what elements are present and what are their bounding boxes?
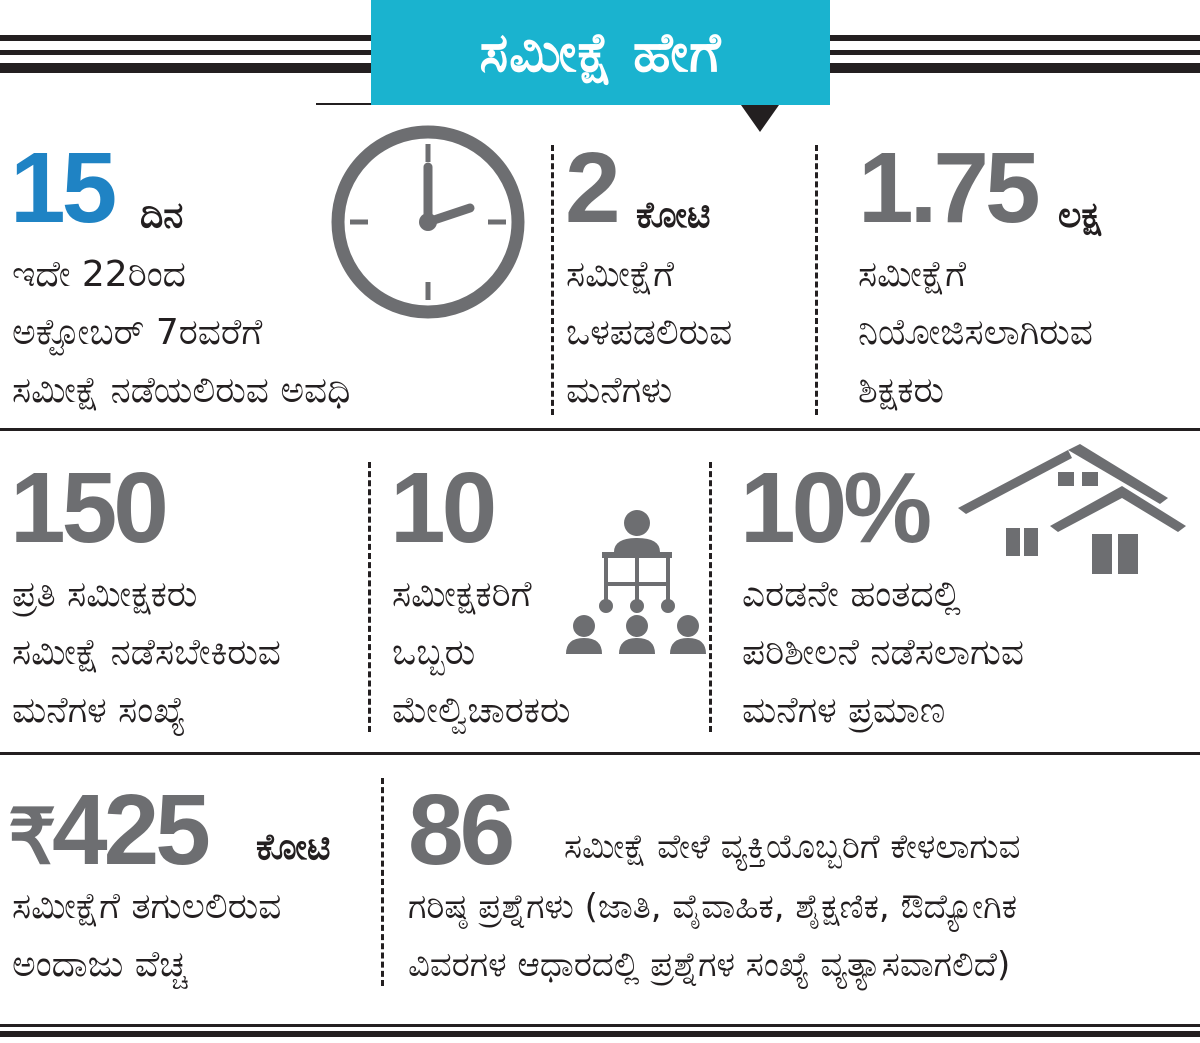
stat-description: ಗರಿಷ್ಠ ಪ್ರಶ್ನೆಗಳು (ಜಾತಿ, ವೈವಾಹಿಕ, ಶೈಕ್ಷಣ…	[408, 878, 1017, 994]
header-pointer	[741, 105, 779, 132]
desc-line: ಅಕ್ಟೋಬರ್ 7ರವರೆಗೆ	[12, 312, 263, 353]
desc-line: ಅಂದಾಜು ವೆಚ್ಚ	[12, 944, 188, 985]
desc-line: ಸಮೀಕ್ಷೆಗೆ	[566, 254, 675, 295]
page-title: ಸಮೀಕ್ಷೆ ಹೇಗೆ	[479, 20, 722, 84]
desc-line: ಮನೆಗಳು	[566, 370, 673, 411]
column-divider	[815, 145, 818, 415]
desc-line: ಪರಿಶೀಲನೆ ನಡೆಸಲಾಗುವ	[742, 632, 1024, 673]
desc-line: ಒಳಪಡಲಿರುವ	[566, 312, 733, 353]
desc-line: ವಿವರಗಳ ಆಧಾರದಲ್ಲಿ ಪ್ರಶ್ನೆಗಳ ಸಂಖ್ಯೆ ವ್ಯತ್ಯ…	[408, 945, 1011, 985]
stat-number: 86	[408, 774, 515, 886]
footer-rule	[0, 1031, 1200, 1037]
desc-line: ಇದೇ 22ರಿಂದ	[12, 254, 186, 295]
stat-description: ಪ್ರತಿ ಸಮೀಕ್ಷಕರು ಸಮೀಕ್ಷೆ ನಡೆಸಬೇಕಿರುವ ಮನೆಗ…	[12, 566, 281, 740]
desc-line: ಸಮೀಕ್ಷೆಗೆ ತಗುಲಲಿರುವ	[12, 886, 282, 927]
stat-description: ಸಮೀಕ್ಷೆಗೆ ಒಳಪಡಲಿರುವ ಮನೆಗಳು	[566, 246, 732, 420]
column-divider	[381, 778, 384, 986]
clock-icon	[331, 125, 525, 319]
header-title-box: ಸಮೀಕ್ಷೆ ಹೇಗೆ	[371, 0, 830, 105]
stat-description: ಇದೇ 22ರಿಂದ ಅಕ್ಟೋಬರ್ 7ರವರೆಗೆ ಸಮೀಕ್ಷೆ ನಡೆಯ…	[12, 246, 350, 420]
stat-description: ಸಮೀಕ್ಷಕರಿಗೆ ಒಬ್ಬರು ಮೇಲ್ವಿಚಾರಕರು	[392, 566, 570, 740]
desc-line: ಮನೆಗಳ ಸಂಖ್ಯೆ	[12, 690, 186, 731]
stat-description-first: ಸಮೀಕ್ಷೆ ವೇಳೆ ವ್ಯಕ್ತಿಯೊಬ್ಬರಿಗೆ ಕೇಳಲಾಗುವ	[564, 827, 1021, 867]
desc-line: ಮನೆಗಳ ಪ್ರಮಾಣ	[742, 690, 946, 731]
stat-unit: ಲಕ್ಷ	[1058, 195, 1101, 236]
stat-number: 10	[390, 452, 497, 564]
column-divider	[551, 145, 554, 415]
stat-description: ಸಮೀಕ್ಷೆಗೆ ನಿಯೋಜಿಸಲಾಗಿರುವ ಶಿಕ್ಷಕರು	[858, 246, 1093, 420]
desc-line: ಸಮೀಕ್ಷೆ ನಡೆಯಲಿರುವ ಅವಧಿ	[12, 370, 351, 411]
desc-line: ಗರಿಷ್ಠ ಪ್ರಶ್ನೆಗಳು (ಜಾತಿ, ವೈವಾಹಿಕ, ಶೈಕ್ಷಣ…	[408, 887, 1018, 927]
stat-number: 150	[10, 452, 169, 564]
column-divider	[709, 462, 712, 732]
stat-number: 10%	[740, 452, 932, 564]
stat-number: 425	[52, 774, 211, 886]
footer-rule	[0, 1024, 1200, 1027]
stat-description: ಎರಡನೇ ಹಂತದಲ್ಲಿ ಪರಿಶೀಲನೆ ನಡೆಸಲಾಗುವ ಮನೆಗಳ …	[742, 566, 1024, 740]
stat-unit: ಕೋಟಿ	[636, 195, 711, 236]
desc-line: ಮೇಲ್ವಿಚಾರಕರು	[392, 690, 571, 731]
desc-line: ಸಮೀಕ್ಷೆಗೆ	[858, 254, 967, 295]
stat-unit: ಕೋಟಿ	[256, 827, 331, 868]
row-divider	[0, 752, 1200, 755]
desc-line: ಸಮೀಕ್ಷೆ ನಡೆಸಬೇಕಿರುವ	[12, 632, 281, 673]
team-hierarchy-icon	[566, 510, 706, 654]
desc-line: ಪ್ರತಿ ಸಮೀಕ್ಷಕರು	[12, 574, 198, 615]
row-divider	[0, 428, 1200, 431]
houses-icon	[958, 444, 1186, 574]
desc-line: ಶಿಕ್ಷಕರು	[858, 370, 944, 411]
desc-line: ನಿಯೋಜಿಸಲಾಗಿರುವ	[858, 312, 1093, 353]
stat-number: 2	[565, 132, 621, 244]
desc-line: ಎರಡನೇ ಹಂತದಲ್ಲಿ	[742, 574, 961, 615]
column-divider	[368, 462, 371, 732]
currency-symbol: ₹	[8, 795, 57, 880]
stat-number: 15	[10, 132, 117, 244]
stat-description: ಸಮೀಕ್ಷೆಗೆ ತಗುಲಲಿರುವ ಅಂದಾಜು ವೆಚ್ಚ	[12, 878, 281, 994]
stat-number: 1.75	[858, 132, 1041, 244]
desc-line: ಒಬ್ಬರು	[392, 632, 476, 673]
desc-line: ಸಮೀಕ್ಷಕರಿಗೆ	[392, 574, 532, 615]
stat-unit: ದಿನ	[140, 195, 184, 236]
